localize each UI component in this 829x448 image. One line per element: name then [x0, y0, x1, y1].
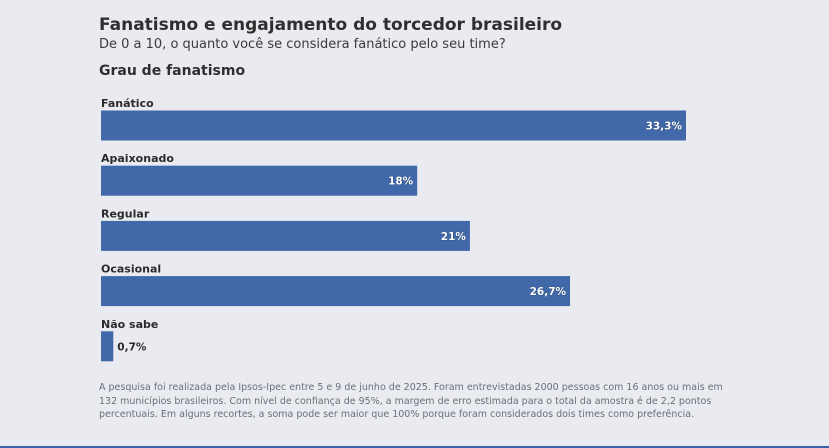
- category-label-regular: Regular: [101, 207, 150, 220]
- chart-title: Fanatismo e engajamento do torcedor bras…: [99, 15, 563, 35]
- category-label-fanatico: Fanático: [101, 97, 154, 110]
- value-label-fanatico: 33,3%: [646, 121, 683, 133]
- value-label-nao-sabe: 0,7%: [117, 341, 147, 353]
- footnote: A pesquisa foi realizada pela Ipsos-Ipec…: [99, 382, 723, 420]
- category-label-apaixonado: Apaixonado: [101, 152, 174, 165]
- value-label-regular: 21%: [441, 231, 467, 243]
- chart-subtitle: De 0 a 10, o quanto você se considera fa…: [99, 37, 506, 52]
- bottom-rule: [0, 446, 829, 448]
- value-label-apaixonado: 18%: [388, 176, 414, 188]
- bar-regular: [101, 220, 470, 251]
- category-label-ocasional: Ocasional: [101, 263, 161, 276]
- category-label-nao-sabe: Não sabe: [101, 318, 158, 331]
- bar-chart: Fanático 33,3% Apaixonado 18% Regular 21% Ocas…: [101, 97, 686, 362]
- value-label-ocasional: 26,7%: [530, 286, 567, 298]
- bar-ocasional: [101, 276, 571, 307]
- bar-nao-sabe: [101, 331, 114, 362]
- bar-fanatico: [101, 110, 686, 141]
- bar-apaixonado: [101, 165, 418, 196]
- section-title: Grau de fanatismo: [99, 63, 246, 79]
